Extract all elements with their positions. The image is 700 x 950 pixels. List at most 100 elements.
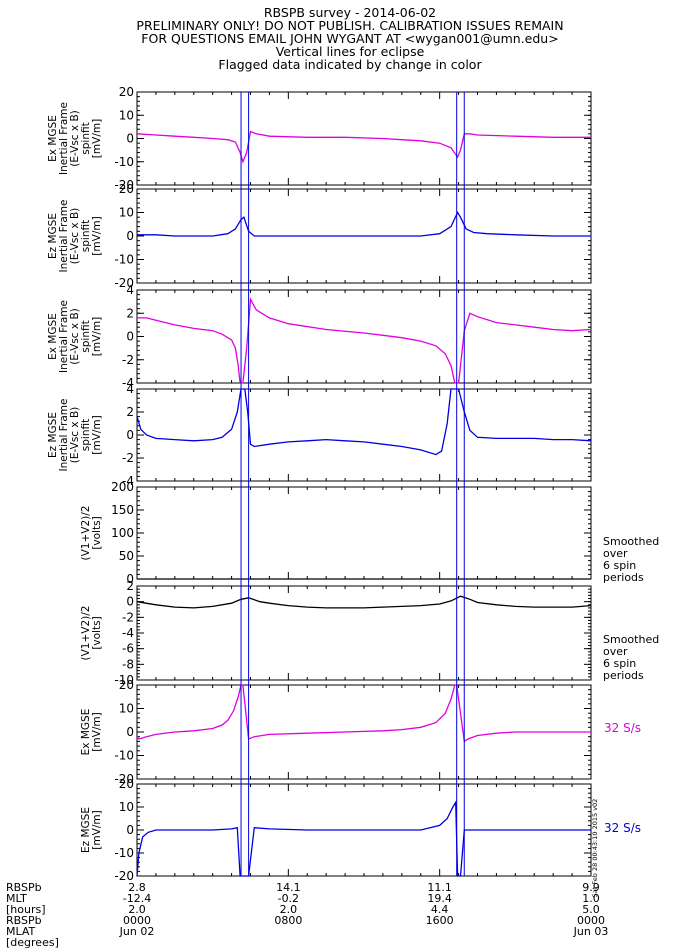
panel-6: -10 -8-6 -4 -20 2 (V1+V2)/2 [volts] bbox=[80, 579, 592, 687]
y-tick-label: 10 bbox=[119, 108, 134, 122]
y-axis-label: (E-Vsc x B) bbox=[69, 407, 81, 464]
x-row-label: RBSPb bbox=[6, 914, 42, 927]
y-tick-label: 0 bbox=[126, 823, 134, 837]
x-tick-label: 1.0 bbox=[582, 892, 600, 905]
y-tick-label: -4 bbox=[122, 626, 134, 640]
y-tick-label: -10 bbox=[114, 673, 134, 687]
panel-frame bbox=[136, 289, 592, 384]
y-axis-label: (E-Vsc x B) bbox=[69, 308, 81, 365]
y-axis-label: spinfit bbox=[80, 220, 92, 252]
y-axis-label: (V1+V2)/2 bbox=[80, 606, 92, 661]
y-axis-label: [mV/m] bbox=[91, 216, 103, 255]
y-tick-label: 0 bbox=[126, 428, 134, 442]
series-line bbox=[136, 130, 591, 164]
smoothing-note-line: 6 spin bbox=[603, 559, 637, 572]
header-title: RBSPB survey - 2014-06-02 bbox=[263, 5, 437, 20]
smoothing-note-line: Smoothed bbox=[603, 535, 660, 548]
x-tick-label: -12.4 bbox=[123, 892, 151, 905]
y-tick-label: -4 bbox=[122, 474, 134, 488]
smoothing-note-line: periods bbox=[603, 571, 644, 584]
timestamp-label: Sat Feb 28 00:43:10 2015 v02 bbox=[591, 799, 599, 898]
y-axis-label: [mV/m] bbox=[91, 415, 103, 454]
panel-frame bbox=[136, 388, 592, 482]
y-tick-label: 0 bbox=[126, 330, 134, 344]
y-tick-label: 10 bbox=[119, 206, 134, 220]
y-tick-label: 20 bbox=[119, 85, 134, 99]
series-line bbox=[136, 800, 591, 877]
y-tick-label: -20 bbox=[114, 869, 134, 883]
y-tick-label: 0 bbox=[126, 132, 134, 146]
y-axis-label: Inertial Frame bbox=[58, 102, 70, 175]
y-axis-label: [mV/m] bbox=[91, 119, 103, 158]
y-tick-label: 0 bbox=[126, 725, 134, 739]
x-row-label: RBSPb bbox=[6, 881, 42, 894]
y-tick-label: 50 bbox=[119, 549, 134, 563]
y-tick-label: -20 bbox=[114, 178, 134, 192]
x-row-label: [degrees] bbox=[6, 936, 59, 949]
x-row-label: MLT bbox=[6, 892, 27, 905]
y-axis-label: (E-Vsc x B) bbox=[69, 110, 81, 167]
y-tick-label: -2 bbox=[122, 610, 134, 624]
x-tick-label: 1600 bbox=[426, 914, 454, 927]
header-flag-note: Flagged data indicated by change in colo… bbox=[218, 57, 482, 72]
x-row-label: [hours] bbox=[6, 903, 46, 916]
panel-3: -4 -2 0 2 4 Ex MGSE Inertial Frame (E-Vsc x B) s… bbox=[47, 283, 592, 390]
y-axis-label: Ex MGSE bbox=[47, 313, 59, 360]
y-axis-label: spinfit bbox=[80, 320, 92, 352]
y-axis-label: Inertial Frame bbox=[58, 399, 70, 472]
y-tick-label: 0 bbox=[126, 572, 134, 586]
y-axis-label: (V1+V2)/2 bbox=[80, 506, 92, 561]
panel-frame bbox=[136, 486, 592, 580]
figure-header: RBSPB survey - 2014-06-02 PRELIMINARY ON… bbox=[0, 6, 700, 71]
header-contact: FOR QUESTIONS EMAIL JOHN WYGANT AT <wyga… bbox=[141, 31, 559, 46]
x-tick-label: -0.2 bbox=[278, 892, 299, 905]
x-tick-label: 9.9 bbox=[582, 881, 600, 894]
y-tick-label: 2 bbox=[126, 405, 134, 419]
x-row-label: MLAT bbox=[6, 925, 36, 938]
y-tick-label: 4 bbox=[126, 283, 134, 297]
series-line bbox=[137, 211, 591, 237]
panel-7: -20 -10 0 10 20 Ex MGSE [mV/m] bbox=[80, 678, 592, 786]
smoothing-note-1: Smoothed over 6 spin periods bbox=[603, 536, 659, 584]
panel-8: -20 -10 0 10 20 Ez MGSE [mV/m] bbox=[80, 777, 592, 883]
y-tick-label: -10 bbox=[114, 846, 134, 860]
y-axis-label: Ex MGSE bbox=[47, 115, 59, 162]
y-tick-label: 20 bbox=[119, 182, 134, 196]
y-tick-label: 20 bbox=[119, 777, 134, 791]
x-tick-label: 0800 bbox=[274, 914, 302, 927]
y-tick-label: -10 bbox=[114, 749, 134, 763]
x-tick-label: Jun 02 bbox=[119, 925, 155, 938]
y-tick-label: 10 bbox=[119, 702, 134, 716]
y-tick-label: 150 bbox=[111, 503, 134, 517]
x-tick-label: 2.8 bbox=[128, 881, 146, 894]
panel-2: -20 -10 0 10 20 Ez MGSE Inertial Frame (E-Vsc x… bbox=[47, 182, 592, 290]
y-axis-label: [mV/m] bbox=[91, 810, 103, 849]
y-tick-label: -8 bbox=[122, 657, 134, 671]
y-axis-label: Ez MGSE bbox=[80, 807, 92, 853]
series-line bbox=[136, 595, 592, 609]
x-tick-label: 19.4 bbox=[427, 892, 452, 905]
x-tick-label: 0000 bbox=[577, 914, 605, 927]
y-axis-label: Ez MGSE bbox=[47, 213, 59, 259]
y-tick-label: -4 bbox=[122, 376, 134, 390]
y-axis-label: [volts] bbox=[91, 516, 103, 549]
x-tick-label: 0000 bbox=[123, 914, 151, 927]
y-tick-label: 2 bbox=[126, 579, 134, 593]
y-tick-label: -20 bbox=[114, 276, 134, 290]
x-tick-label: 5.0 bbox=[582, 903, 600, 916]
y-axis-label: Ex MGSE bbox=[80, 709, 92, 756]
y-axis-label: spinfit bbox=[80, 122, 92, 154]
smoothing-note-line: Smoothed bbox=[603, 633, 660, 646]
smoothing-note-line: over bbox=[603, 645, 628, 658]
sample-rate-label-1: 32 S/s bbox=[604, 721, 641, 735]
panel-1: -20 -10 0 10 20 Ex MGSE Inertial Frame (E-Vsc x… bbox=[47, 85, 592, 192]
y-tick-label: 200 bbox=[111, 480, 134, 494]
header-eclipse-note: Vertical lines for eclipse bbox=[275, 44, 425, 59]
x-tick-label: 11.1 bbox=[427, 881, 452, 894]
smoothing-note-line: periods bbox=[603, 669, 644, 682]
y-tick-label: 100 bbox=[111, 526, 134, 540]
sample-rate-label-2: 32 S/s bbox=[604, 821, 641, 835]
panel-frame bbox=[136, 585, 592, 681]
x-tick-label: 2.0 bbox=[128, 903, 146, 916]
header-warning: PRELIMINARY ONLY! DO NOT PUBLISH. CALIBR… bbox=[136, 18, 564, 33]
